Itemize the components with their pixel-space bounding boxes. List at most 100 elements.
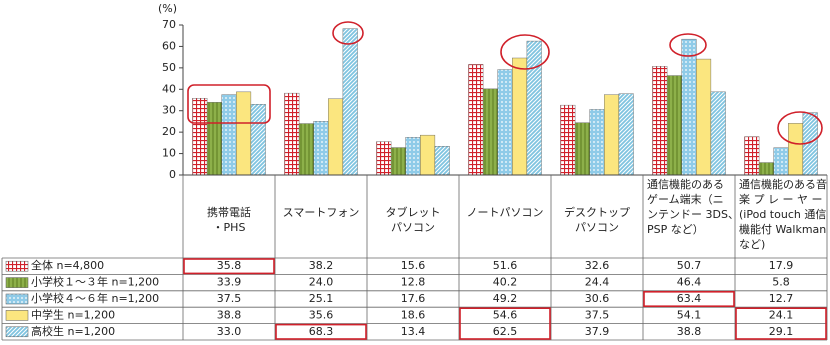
table-value: 68.3 — [309, 325, 334, 338]
bar — [342, 28, 358, 176]
bar — [758, 162, 774, 176]
table-value: 24.4 — [585, 276, 610, 289]
table-value: 38.2 — [309, 259, 334, 272]
table-value: 30.6 — [585, 292, 610, 305]
table-value: 13.4 — [401, 325, 426, 338]
table-value: 37.9 — [585, 325, 610, 338]
bar — [390, 147, 406, 176]
bar — [618, 93, 634, 176]
bar — [497, 69, 513, 176]
bar — [604, 94, 620, 176]
table-value: 63.4 — [677, 292, 702, 305]
table-value: 33.9 — [217, 276, 242, 289]
table-value: 54.6 — [493, 308, 518, 321]
bar — [298, 123, 314, 176]
y-unit: (%) — [158, 2, 177, 15]
table-value: 24.0 — [309, 276, 334, 289]
category-label: ノートパソコン — [467, 206, 544, 219]
bar — [512, 57, 528, 176]
table-value: 51.6 — [493, 259, 518, 272]
y-tick-label: 10 — [162, 147, 176, 160]
table-value: 46.4 — [677, 276, 702, 289]
bar — [788, 123, 804, 176]
legend-swatch — [5, 260, 29, 272]
category-label: パソコン — [575, 221, 619, 234]
bar — [206, 102, 222, 176]
y-tick-label: 30 — [162, 104, 176, 117]
table-value: 38.8 — [677, 325, 702, 338]
table-value: 12.7 — [769, 292, 794, 305]
legend-label: 全体 n=4,800 — [31, 258, 104, 272]
legend-label: 小学校１～３年 n=1,200 — [31, 275, 159, 289]
bar — [696, 58, 712, 176]
highlights — [187, 21, 823, 145]
highlight — [500, 34, 550, 70]
table-value: 24.1 — [769, 308, 794, 321]
legend-label: 小学校４～６年 n=1,200 — [31, 291, 159, 305]
y-tick-label: 70 — [162, 18, 176, 31]
table-value: 12.8 — [401, 276, 426, 289]
highlight — [332, 21, 364, 45]
table-value: 17.9 — [769, 259, 794, 272]
category-label: パソコン — [391, 221, 435, 234]
bar — [681, 38, 697, 176]
table-value: 33.0 — [217, 325, 242, 338]
legend-swatch — [5, 326, 29, 338]
y-tick-label: 0 — [169, 168, 176, 181]
bar — [710, 91, 726, 176]
legend-label: 高校生 n=1,200 — [31, 324, 115, 338]
highlight — [187, 84, 271, 124]
highlight — [669, 33, 707, 57]
table-value: 18.6 — [401, 308, 426, 321]
table-value: 50.7 — [677, 259, 702, 272]
highlight — [735, 307, 827, 340]
bar — [744, 136, 760, 176]
category-label: PSP など） — [647, 223, 704, 236]
table-value: 40.2 — [493, 276, 518, 289]
highlight — [183, 258, 275, 275]
table-value: 54.1 — [677, 308, 702, 321]
category-label: (iPod touch 通信 — [739, 208, 826, 221]
category-label: ンテンドー 3DS、 — [647, 208, 739, 221]
legend-swatch — [5, 310, 29, 321]
legend-label: 中学生 n=1,200 — [31, 307, 115, 321]
y-tick-label: 20 — [162, 125, 176, 138]
bar — [434, 146, 450, 176]
category-label: 通信機能のある音 — [739, 177, 827, 191]
bar — [376, 141, 392, 176]
table-value: 38.8 — [217, 308, 242, 321]
legend-swatch — [5, 277, 29, 288]
bar — [284, 92, 300, 176]
category-label: 通信機能のある — [647, 177, 724, 191]
highlight — [459, 307, 551, 340]
bar — [468, 64, 484, 176]
table-value: 49.2 — [493, 292, 518, 305]
bar — [574, 122, 590, 176]
category-label: スマートフォン — [283, 206, 360, 219]
table-value: 32.6 — [585, 259, 610, 272]
bar — [773, 147, 789, 176]
category-label: 携帯電話 — [207, 205, 251, 219]
table-value: 62.5 — [493, 325, 518, 338]
table-value: 29.1 — [769, 325, 794, 338]
y-tick-label: 40 — [162, 82, 176, 95]
table-value: 35.6 — [309, 308, 334, 321]
category-label: 楽 プ レ ー ヤ ー — [739, 193, 822, 206]
bar — [221, 94, 237, 176]
bar — [313, 121, 329, 176]
category-label: 機能付 Walkman — [739, 222, 826, 236]
highlight — [275, 323, 367, 340]
bar — [666, 75, 682, 176]
y-tick-label: 60 — [162, 39, 176, 52]
table-value: 17.6 — [401, 292, 426, 305]
table-value: 37.5 — [585, 308, 610, 321]
bar — [236, 91, 252, 176]
table-value: 15.6 — [401, 259, 426, 272]
bar — [328, 98, 344, 176]
bar — [250, 104, 266, 176]
highlight — [643, 290, 735, 307]
highlight — [777, 111, 823, 145]
bar — [589, 109, 605, 176]
bar — [420, 134, 436, 176]
